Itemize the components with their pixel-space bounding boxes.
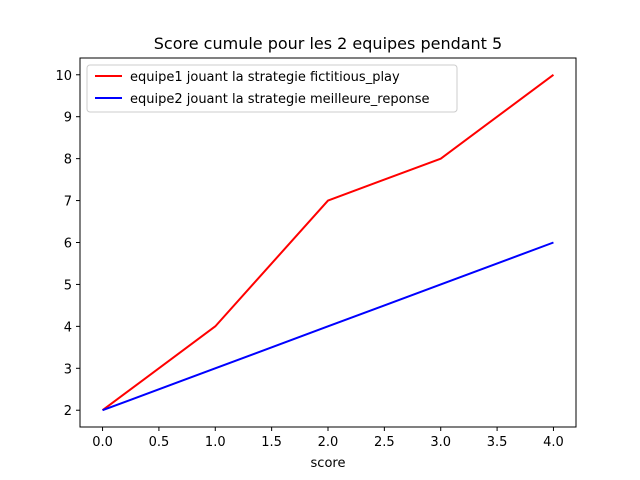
x-tick-label: 1.5 [261,435,282,450]
y-tick-label: 9 [64,111,72,126]
x-axis-label: score [311,456,346,471]
x-tick-label: 3.0 [430,435,451,450]
x-tick-label: 0.0 [92,435,113,450]
legend-label-1: equipe1 jouant la strategie fictitious_p… [130,70,400,85]
x-tick-label: 2.0 [318,435,339,450]
y-tick-label: 4 [64,320,72,335]
y-tick-label: 5 [64,278,72,293]
series-line-1 [101,73,555,412]
y-axis: 2 3 4 5 6 7 8 9 10 [55,69,80,419]
legend-label-2: equipe2 jouant la strategie meilleure_re… [130,92,430,107]
x-tick-label: 2.5 [374,435,395,450]
x-axis: 0.0 0.5 1.0 1.5 2.0 2.5 3.0 3.5 4.0 [92,427,564,450]
legend-box [86,64,458,113]
y-tick-label: 6 [64,237,72,252]
legend: equipe1 jouant la strategie fictitious_p… [86,64,458,113]
x-tick-label: 0.5 [149,435,170,450]
series-line-2 [102,241,554,412]
y-tick-label: 8 [64,153,72,168]
y-tick-label: 10 [55,69,72,84]
x-tick-label: 3.5 [487,435,508,450]
chart-title: Score cumule pour les 2 equipes pendant … [154,34,502,53]
y-tick-label: 7 [64,195,72,210]
x-tick-label: 4.0 [543,435,564,450]
x-tick-label: 1.0 [205,435,226,450]
y-tick-label: 3 [64,362,72,377]
y-tick-label: 2 [64,404,72,419]
series-layer [101,73,555,412]
